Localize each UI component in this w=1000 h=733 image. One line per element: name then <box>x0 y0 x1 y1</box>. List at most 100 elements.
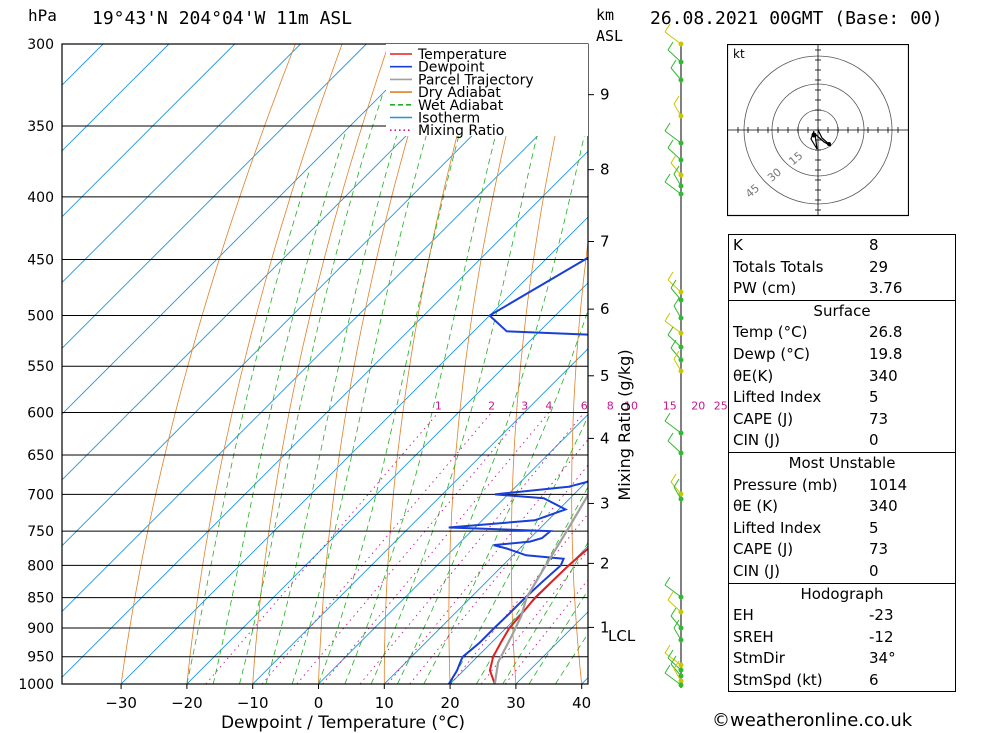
wind-barb <box>670 287 682 301</box>
wind-barb-flag <box>664 576 671 586</box>
isotherm-line <box>62 150 588 678</box>
wind-level-dot <box>678 667 684 673</box>
mixing-ratio-line <box>205 412 439 684</box>
temperature-tick-label: −30 <box>105 694 137 712</box>
wind-barb-flag <box>667 139 674 149</box>
legend-entry: Parcel Trajectory <box>418 72 534 88</box>
wind-barb <box>670 162 682 176</box>
height-unit-asl: ASL <box>596 27 624 45</box>
wet-adiabat-line <box>397 118 588 684</box>
wind-level-dot <box>678 430 684 436</box>
isotherm-line <box>62 44 367 349</box>
isotherm-line <box>62 44 433 415</box>
temperature-tick-label: −10 <box>237 694 269 712</box>
legend-entry: Mixing Ratio <box>418 123 504 139</box>
wind-level-dot <box>678 678 684 684</box>
wind-barb-flag <box>670 279 677 289</box>
wind-barb <box>670 663 682 677</box>
most-unstable-row: CAPE (J) 73 <box>733 540 889 559</box>
wind-barb <box>664 31 682 45</box>
km-tick-label: 2 <box>600 554 610 572</box>
wind-level-dot <box>678 157 684 163</box>
dry-adiabat-line <box>687 26 718 710</box>
wind-barb-flag <box>670 154 677 164</box>
wind-barb <box>664 130 682 144</box>
wind-barb <box>664 181 682 195</box>
credit-text[interactable]: ©weatheronline.co.uk <box>712 710 913 731</box>
wet-adiabat-line <box>370 44 561 684</box>
hodograph-row: StmDir 34° <box>733 649 896 668</box>
wind-barb <box>670 481 682 495</box>
wind-barb-flag <box>664 312 671 322</box>
hodograph-row: SREH -12 <box>733 627 894 646</box>
dry-adiabat-line <box>448 44 530 684</box>
wet-adiabat-line <box>449 415 588 684</box>
wet-adiabat-line <box>291 44 454 684</box>
index-row-totals: Totals Totals 29 <box>733 257 889 276</box>
wind-level-dot <box>678 662 684 668</box>
hodograph-title: Hodograph <box>800 584 884 603</box>
wet-adiabat-line <box>265 61 420 684</box>
wind-barb <box>664 584 682 598</box>
wet-adiabat-line <box>318 44 485 684</box>
wind-level-dot <box>678 637 684 643</box>
x-axis-label: Dewpoint / Temperature (°C) <box>221 713 465 733</box>
wind-barb <box>664 420 682 434</box>
mixing-ratio-label: 2 <box>488 399 495 412</box>
km-tick-label: 6 <box>600 300 610 318</box>
wind-level-dot <box>678 172 684 178</box>
temperature-tick-label: 10 <box>375 694 394 712</box>
wind-level-dot <box>678 41 684 47</box>
wind-level-dot <box>678 682 684 688</box>
km-tick-label: 4 <box>600 429 610 447</box>
pressure-tick-label: 300 <box>27 37 54 53</box>
wind-barb-flag <box>664 664 671 674</box>
temperature-tick-label: 40 <box>572 694 591 712</box>
wind-profile <box>664 23 684 688</box>
pressure-tick-label: 600 <box>27 405 54 421</box>
pressure-tick-label: 500 <box>27 309 54 325</box>
surface-row: Temp (°C) 26.8 <box>733 323 903 342</box>
wind-barb-flag <box>667 432 674 442</box>
most-unstable-title: Most Unstable <box>788 453 896 472</box>
wind-barb <box>670 615 682 629</box>
surface-row: Dewp (°C) 19.8 <box>733 344 903 363</box>
mixing-ratio-label: 25 <box>714 399 728 412</box>
wet-adiabat-line <box>344 44 520 684</box>
most-unstable-row: Lifted Index 5 <box>733 518 879 537</box>
mixing-ratio-line <box>359 412 585 684</box>
wind-barb-flag <box>670 339 677 349</box>
wind-level-dot <box>678 594 684 600</box>
isotherm-line <box>252 348 588 684</box>
wind-barb-flag <box>667 591 674 601</box>
index-row-pw: PW (cm) 3.76 <box>733 279 903 298</box>
temperature-tick-label: 20 <box>441 694 460 712</box>
pressure-tick-label: 450 <box>27 253 54 269</box>
wind-barb-flag <box>670 59 677 69</box>
mixing-ratio-label: 15 <box>663 399 677 412</box>
most-unstable-row: Pressure (mb) 1014 <box>733 475 908 494</box>
wind-barb <box>670 67 682 81</box>
wind-barb-flag <box>673 478 680 488</box>
isotherm-line <box>62 44 236 218</box>
wind-barb <box>667 599 682 613</box>
dewpoint-profile <box>447 256 588 684</box>
wind-level-dot <box>678 344 684 350</box>
hodograph-unit-label: kt <box>733 47 745 61</box>
legend-entry: Isotherm <box>418 111 480 127</box>
legend-entry: Dry Adiabat <box>418 85 501 101</box>
wind-barb-flag <box>673 660 680 670</box>
wind-barb-flag <box>664 173 671 183</box>
mixing-ratio-label: 1 <box>435 399 442 412</box>
isotherm-line <box>62 44 565 547</box>
wind-level-dot <box>678 368 684 374</box>
pressure-tick-label: 650 <box>27 448 54 464</box>
wind-barb-flag <box>667 41 674 51</box>
wind-barb <box>667 657 682 671</box>
surface-row: CIN (J) 0 <box>733 431 879 450</box>
dry-adiabat-line <box>510 44 576 684</box>
isotherm-line <box>383 479 588 684</box>
isotherm-line <box>120 216 588 684</box>
